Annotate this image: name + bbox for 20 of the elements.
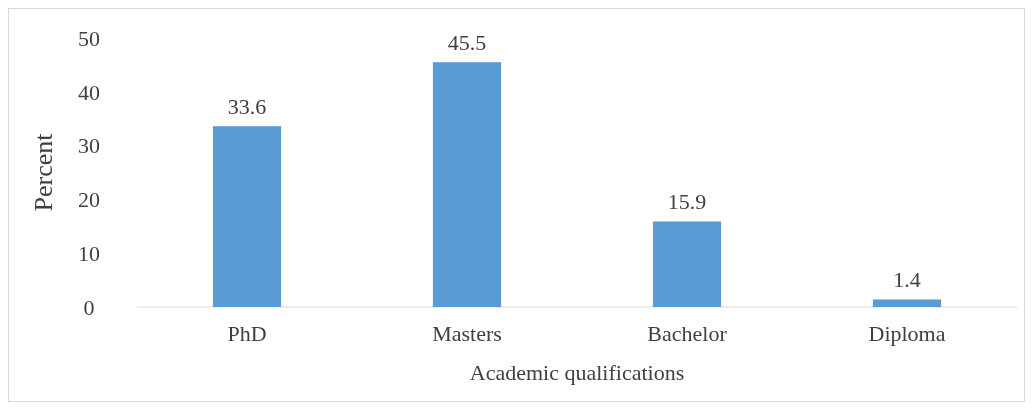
x-tick-label: Bachelor [647,321,728,346]
y-tick-label: 50 [78,25,100,51]
y-tick-label: 20 [78,187,100,213]
y-tick-label: 30 [78,133,100,159]
y-tick-label: 10 [78,240,100,266]
data-label: 1.4 [893,267,921,293]
bar [652,221,722,307]
bar [432,62,502,307]
x-tick-label: Masters [432,321,502,346]
y-tick-label: 0 [83,294,95,320]
y-tick-label: 40 [78,79,100,105]
data-label: 33.6 [227,94,267,120]
x-tick-label: PhD [227,321,267,346]
y-axis-title: Percent [29,132,58,212]
bar [872,299,942,307]
data-label: 45.5 [447,30,487,56]
bar [212,126,282,307]
x-tick-label: Diploma [868,321,946,346]
x-axis-title: Academic qualifications [469,360,685,385]
data-label: 15.9 [667,189,707,215]
